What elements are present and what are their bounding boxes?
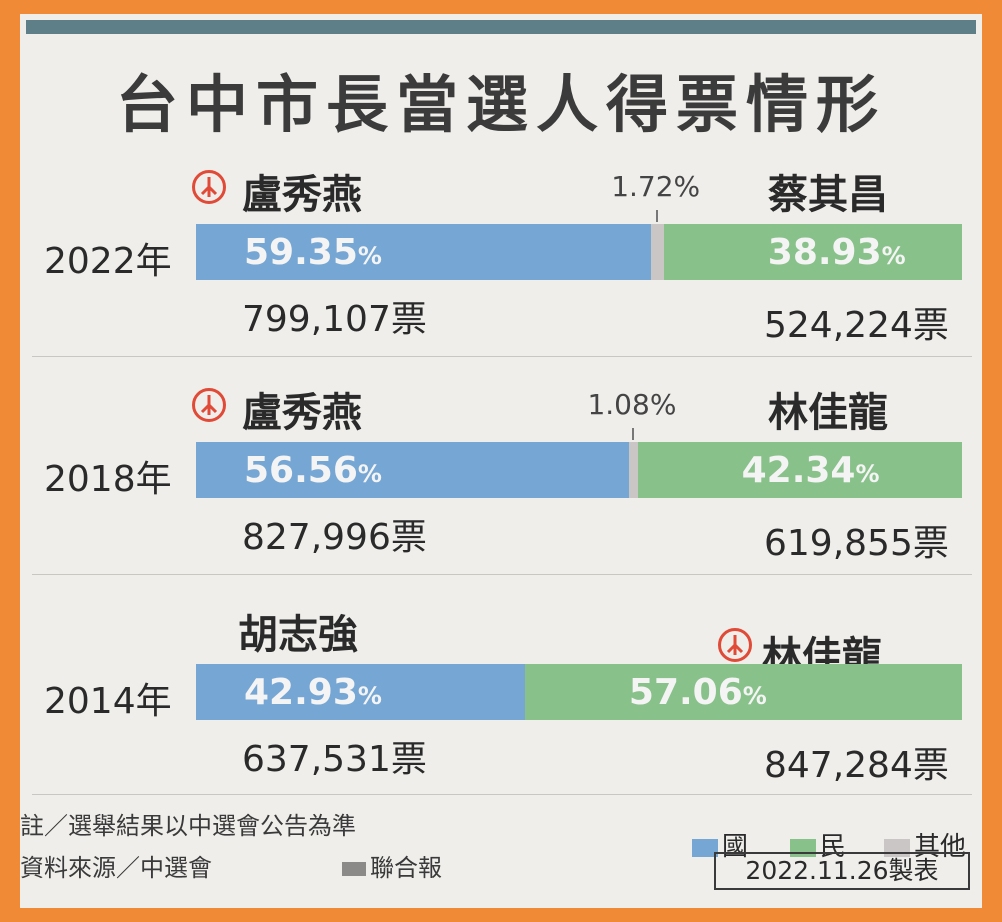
divider xyxy=(32,574,972,575)
vote-count-kmt: 799,107票 xyxy=(242,299,427,340)
legend-label: 國 xyxy=(722,832,749,862)
vote-count-dpp: 524,224票 xyxy=(764,305,949,346)
divider xyxy=(32,794,972,795)
vote-stamp-icon xyxy=(192,170,226,204)
candidate-name-dpp: 蔡其昌 xyxy=(768,172,888,218)
bar-segment-kmt xyxy=(196,224,651,280)
data-label-kmt: 59.35% xyxy=(244,232,382,273)
vote-count-kmt: 827,996票 xyxy=(242,517,427,558)
vote-stamp-icon xyxy=(718,628,752,662)
data-label-dpp: 57.06% xyxy=(628,672,767,713)
divider xyxy=(32,356,972,357)
bar-segment-dpp xyxy=(637,442,962,498)
publisher-text: 聯合報 xyxy=(370,854,442,882)
source-note: 資料來源／中選會 xyxy=(20,854,212,882)
stacked-bar: 56.56% 42.34% xyxy=(196,442,962,498)
data-label-dpp: 38.93% xyxy=(767,232,906,273)
bar-segment-dpp xyxy=(524,664,962,720)
data-label-other: 1.08% xyxy=(587,388,677,421)
year-label: 2022年 xyxy=(44,241,172,282)
stacked-bar: 59.35% 38.93% xyxy=(196,224,962,280)
vote-stamp-icon xyxy=(192,388,226,422)
legend-swatch xyxy=(692,838,718,857)
top-color-bar xyxy=(26,20,976,34)
legend-item-kmt: 國 xyxy=(692,826,748,863)
year-label: 2014年 xyxy=(44,681,172,722)
candidate-name-kmt: 盧秀燕 xyxy=(242,390,362,436)
bar-segment-kmt xyxy=(196,664,525,720)
bar-segment-dpp xyxy=(663,224,962,280)
other-tick xyxy=(656,210,659,222)
chart-paper: 台中市長當選人得票情形 2022年 盧秀燕 蔡其昌 59.35% 38.93% 1.72%… xyxy=(20,14,982,908)
stacked-bar: 42.93% 57.06% xyxy=(196,664,962,720)
date-stamp: 2022.11.26製表 xyxy=(714,852,970,890)
vote-count-kmt: 637,531票 xyxy=(242,739,427,780)
legend-label: 其他 xyxy=(914,832,967,862)
legend-label: 民 xyxy=(820,832,847,862)
publisher-label: 聯合報 xyxy=(342,848,442,883)
candidate-name-kmt: 盧秀燕 xyxy=(242,172,362,218)
footnote: 註／選舉結果以中選會公告為準 xyxy=(20,812,356,840)
other-tick xyxy=(632,428,635,440)
vote-count-dpp: 847,284票 xyxy=(764,745,949,786)
data-label-other: 1.72% xyxy=(611,170,701,203)
bar-segment-other xyxy=(629,442,638,498)
data-label-dpp: 42.34% xyxy=(741,450,880,491)
bar-segment-kmt xyxy=(196,442,630,498)
vote-count-dpp: 619,855票 xyxy=(764,523,949,564)
year-label: 2018年 xyxy=(44,459,172,500)
candidate-name-kmt: 胡志強 xyxy=(238,612,358,658)
chart-title: 台中市長當選人得票情形 xyxy=(115,68,886,141)
candidate-name-dpp: 林佳龍 xyxy=(768,390,888,436)
data-label-kmt: 56.56% xyxy=(244,450,382,491)
data-label-kmt: 42.93% xyxy=(244,672,382,713)
publisher-icon xyxy=(342,862,366,876)
bar-segment-other xyxy=(650,224,664,280)
